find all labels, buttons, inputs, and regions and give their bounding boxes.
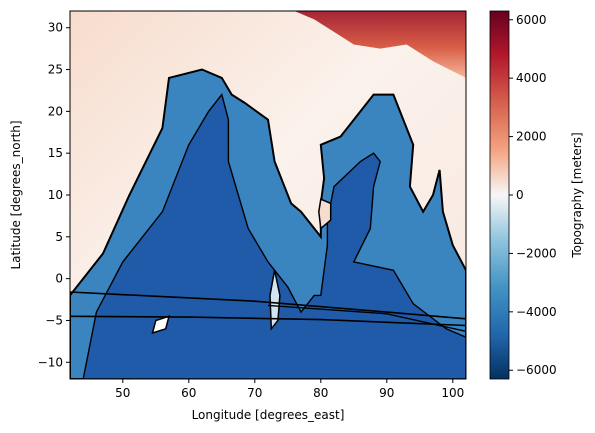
plot-area: [70, 11, 466, 379]
y-tick-label: −5: [45, 313, 63, 327]
contour-lines: [70, 291, 466, 332]
colorbar-tick-label: −6000: [516, 363, 557, 377]
island-sri-lanka: [318, 198, 332, 230]
contour-lower-arc: [70, 315, 466, 327]
colorbar-tick-label: −2000: [516, 246, 557, 260]
x-axis: 50 60 70 80 90 100: [115, 379, 464, 400]
y-tick-label: 15: [48, 146, 63, 160]
colorbar-ticks: −6000 −4000 −2000 0 2000 4000 6000: [509, 13, 557, 377]
y-tick-label: 25: [48, 63, 63, 77]
colorbar-tick-label: 6000: [516, 13, 547, 27]
x-tick-label: 50: [115, 386, 130, 400]
ocean-deep-region: [82, 93, 466, 379]
colorbar-gradient: [489, 10, 510, 380]
y-tick-label: 0: [55, 272, 63, 286]
y-axis: −10 −5 0 5 10 15 20 25 30: [38, 21, 70, 369]
island-maldives: [269, 270, 281, 331]
x-tick-label: 90: [379, 386, 394, 400]
contour-lower-band: [267, 304, 466, 332]
himalaya-region: [294, 11, 466, 78]
colorbar: −6000 −4000 −2000 0 2000 4000 6000 Topography …: [489, 10, 584, 380]
y-tick-label: 30: [48, 21, 63, 35]
colorbar-tick-label: 2000: [516, 130, 547, 144]
y-tick-label: 5: [55, 230, 63, 244]
colorbar-tick-label: −4000: [516, 305, 557, 319]
x-axis-label: Longitude [degrees_east]: [192, 408, 345, 422]
y-tick-label: −10: [38, 355, 63, 369]
y-tick-label: 10: [48, 188, 63, 202]
colorbar-tick-label: 4000: [516, 71, 547, 85]
islands: [118, 198, 332, 379]
x-tick-label: 60: [181, 386, 196, 400]
colorbar-label: Topography [meters]: [570, 132, 584, 258]
x-tick-label: 100: [441, 386, 464, 400]
contour-upper-arc: [70, 291, 466, 320]
y-tick-label: 20: [48, 104, 63, 118]
y-axis-label: Latitude [degrees_north]: [9, 120, 23, 269]
colorbar-tick-label: 0: [516, 188, 524, 202]
x-tick-label: 70: [247, 386, 262, 400]
x-tick-label: 80: [313, 386, 328, 400]
